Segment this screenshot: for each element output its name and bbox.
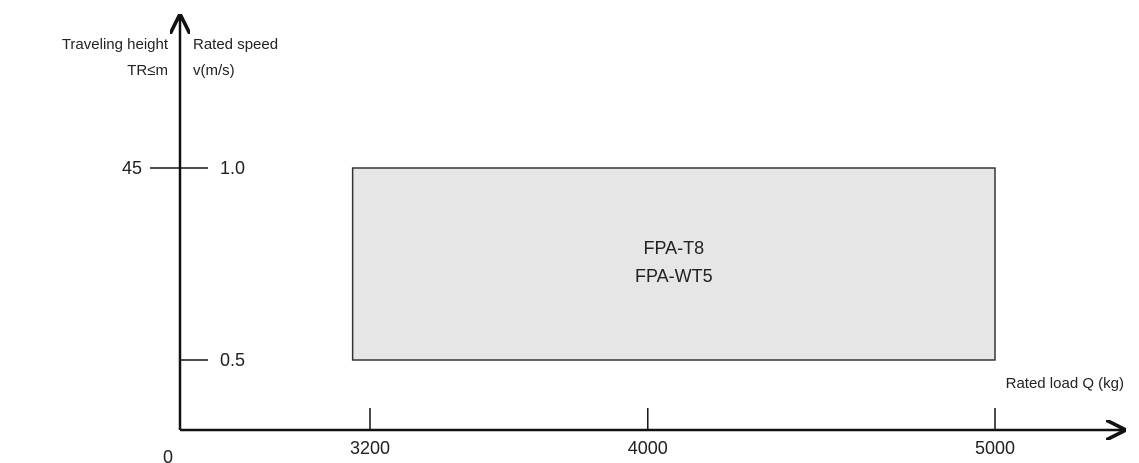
origin-label: 0 [163, 447, 173, 463]
x-tick-label-5000: 5000 [975, 438, 1015, 458]
region-label-fpa-wt5: FPA-WT5 [635, 266, 713, 286]
y-axis-label-speed-line1: Rated speed [193, 36, 278, 53]
speed-tick-label-0-5: 0.5 [220, 350, 245, 370]
region-fpa [351, 167, 996, 361]
y-axis-label-height-line1: Traveling height [62, 36, 169, 53]
y-axis-label-speed-line2: v(m/s) [193, 62, 235, 79]
region-label-fpa-t8: FPA-T8 [643, 238, 704, 258]
y-axis-label-height-line2: TR≤m [127, 62, 168, 79]
x-tick-label-3200: 3200 [350, 438, 390, 458]
height-tick-label-45: 45 [122, 158, 142, 178]
speed-tick-label-1-0: 1.0 [220, 158, 245, 178]
x-axis-label: Rated load Q (kg) [1006, 375, 1124, 392]
x-tick-label-4000: 4000 [628, 438, 668, 458]
